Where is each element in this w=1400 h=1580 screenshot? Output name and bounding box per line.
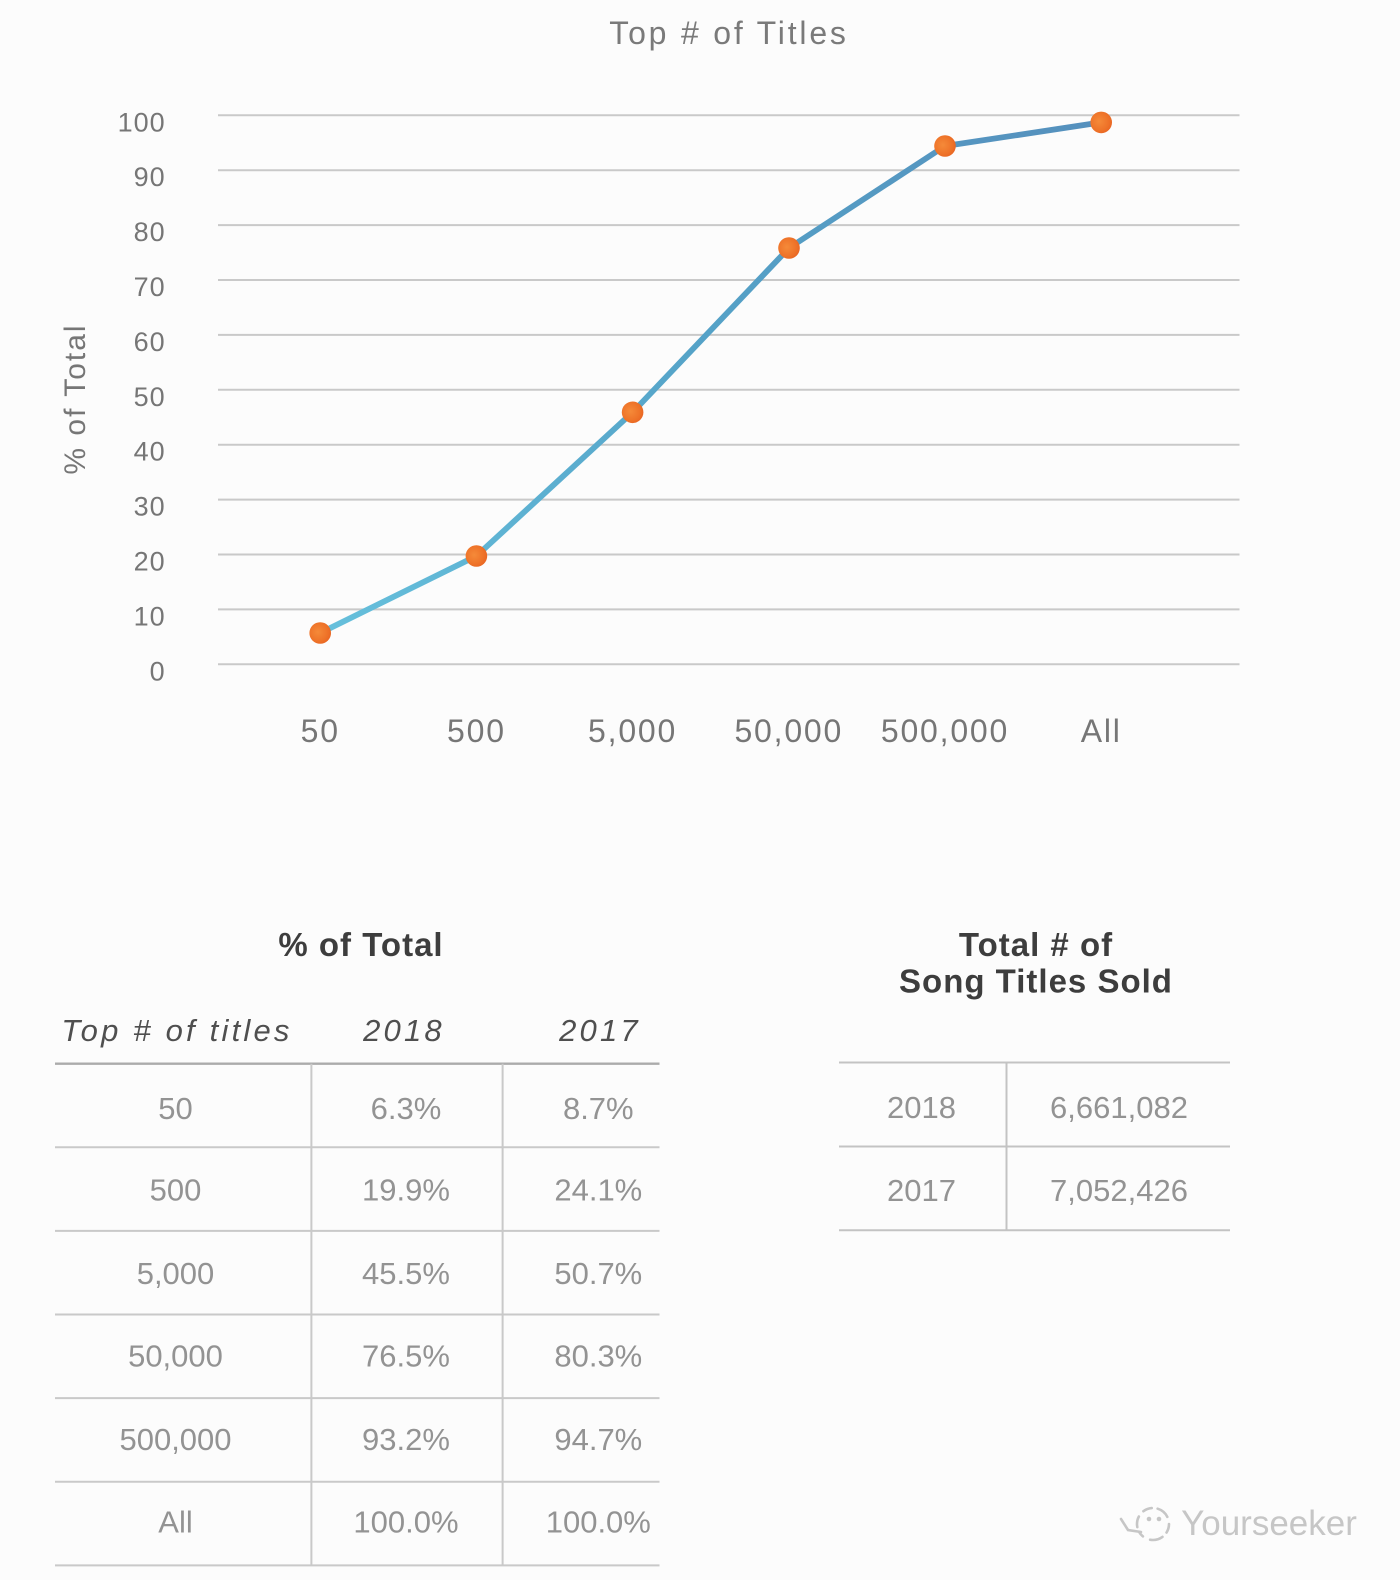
svg-text:500,000: 500,000 bbox=[881, 713, 1009, 749]
svg-text:50.7%: 50.7% bbox=[554, 1256, 642, 1291]
svg-text:10: 10 bbox=[134, 601, 166, 631]
svg-text:% of Total: % of Total bbox=[59, 323, 92, 474]
svg-text:% of Total: % of Total bbox=[278, 926, 443, 963]
svg-text:500: 500 bbox=[150, 1172, 202, 1207]
svg-text:24.1%: 24.1% bbox=[554, 1172, 642, 1207]
svg-text:Top # of titles: Top # of titles bbox=[61, 1013, 292, 1048]
svg-text:93.2%: 93.2% bbox=[362, 1422, 450, 1457]
svg-text:50,000: 50,000 bbox=[128, 1338, 223, 1373]
svg-text:6.3%: 6.3% bbox=[371, 1091, 442, 1126]
svg-text:Yourseeker: Yourseeker bbox=[1181, 1504, 1357, 1543]
svg-text:100.0%: 100.0% bbox=[546, 1504, 651, 1539]
svg-text:2017: 2017 bbox=[887, 1173, 956, 1208]
svg-text:2017: 2017 bbox=[558, 1013, 641, 1048]
svg-text:8.7%: 8.7% bbox=[563, 1091, 634, 1126]
svg-text:6,661,082: 6,661,082 bbox=[1050, 1090, 1188, 1125]
svg-text:500,000: 500,000 bbox=[119, 1422, 231, 1457]
svg-text:50,000: 50,000 bbox=[734, 713, 843, 749]
svg-text:Total # of: Total # of bbox=[959, 926, 1113, 963]
svg-text:80: 80 bbox=[134, 217, 166, 247]
svg-text:2018: 2018 bbox=[362, 1013, 445, 1048]
svg-text:50: 50 bbox=[158, 1091, 192, 1126]
svg-text:80.3%: 80.3% bbox=[554, 1338, 642, 1373]
svg-text:2018: 2018 bbox=[887, 1090, 956, 1125]
svg-text:7,052,426: 7,052,426 bbox=[1050, 1173, 1188, 1208]
svg-text:50: 50 bbox=[301, 713, 340, 749]
svg-text:Song Titles Sold: Song Titles Sold bbox=[899, 963, 1173, 1000]
svg-text:100: 100 bbox=[118, 107, 166, 137]
svg-text:40: 40 bbox=[134, 437, 166, 467]
svg-text:All: All bbox=[158, 1504, 192, 1539]
svg-text:20: 20 bbox=[134, 547, 166, 577]
svg-text:30: 30 bbox=[134, 492, 166, 522]
svg-text:5,000: 5,000 bbox=[137, 1256, 215, 1291]
svg-text:90: 90 bbox=[134, 162, 166, 192]
svg-text:19.9%: 19.9% bbox=[362, 1172, 450, 1207]
svg-text:0: 0 bbox=[150, 656, 166, 686]
svg-text:50: 50 bbox=[134, 382, 166, 412]
svg-text:All: All bbox=[1081, 713, 1122, 749]
svg-text:45.5%: 45.5% bbox=[362, 1256, 450, 1291]
svg-text:76.5%: 76.5% bbox=[362, 1338, 450, 1373]
svg-text:500: 500 bbox=[447, 713, 506, 749]
svg-text:70: 70 bbox=[134, 272, 166, 302]
svg-text:60: 60 bbox=[134, 327, 166, 357]
svg-text:100.0%: 100.0% bbox=[353, 1504, 458, 1539]
svg-text:5,000: 5,000 bbox=[588, 713, 677, 749]
svg-text:94.7%: 94.7% bbox=[554, 1422, 642, 1457]
svg-text:Top # of Titles: Top # of Titles bbox=[609, 15, 848, 51]
